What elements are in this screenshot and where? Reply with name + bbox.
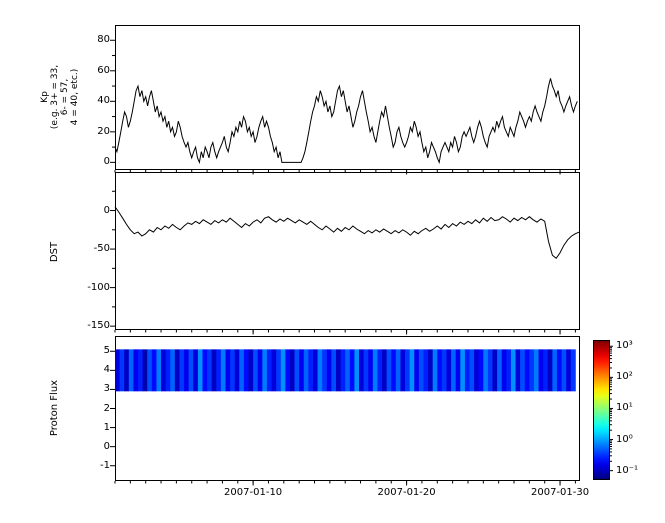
y-tick-label: -50	[93, 243, 110, 255]
kp-panel	[115, 25, 580, 170]
y-tick-label: 0	[103, 204, 110, 216]
colorbar-tick-label: 10²	[616, 371, 633, 383]
colorbar	[593, 340, 610, 480]
colorbar-tick-label: 10¹	[616, 402, 633, 414]
dst-panel	[115, 172, 580, 330]
y-tick-label: 3	[103, 383, 110, 395]
x-tick-label: 2007-01-30	[530, 487, 590, 498]
colorbar-tick-label: 10⁻¹	[616, 464, 639, 476]
x-tick-label: 2007-01-10	[224, 487, 283, 498]
proton-flux-axis-label: Proton Flux	[49, 379, 60, 437]
kp-axis-label-line2: (e.g. 3+ = 33,	[50, 64, 60, 130]
proton-flux-panel	[115, 336, 580, 481]
y-tick-label: 4	[103, 364, 110, 376]
colorbar-tick-label: 10⁰	[616, 433, 633, 445]
kp-axis-label-line1: Kp	[40, 91, 50, 103]
dst-axis-label: DST	[49, 241, 60, 263]
y-tick-label: 40	[97, 95, 110, 107]
y-tick-label: -1	[100, 459, 110, 471]
colorbar-tick-label: 10³	[616, 340, 633, 352]
y-tick-label: 0	[103, 156, 110, 168]
kp-axis-label-line3: 6- = 57,	[60, 78, 70, 116]
y-tick-label: 1	[103, 421, 110, 433]
y-tick-label: -100	[87, 281, 110, 293]
y-tick-label: 20	[97, 125, 110, 137]
y-tick-label: -150	[87, 320, 110, 332]
y-tick-label: 60	[97, 64, 110, 76]
x-tick-label: 2007-01-20	[377, 487, 436, 498]
y-tick-label: 2	[103, 402, 110, 414]
y-tick-label: 5	[103, 345, 110, 357]
y-tick-label: 0	[103, 440, 110, 452]
y-tick-label: 80	[97, 34, 110, 46]
